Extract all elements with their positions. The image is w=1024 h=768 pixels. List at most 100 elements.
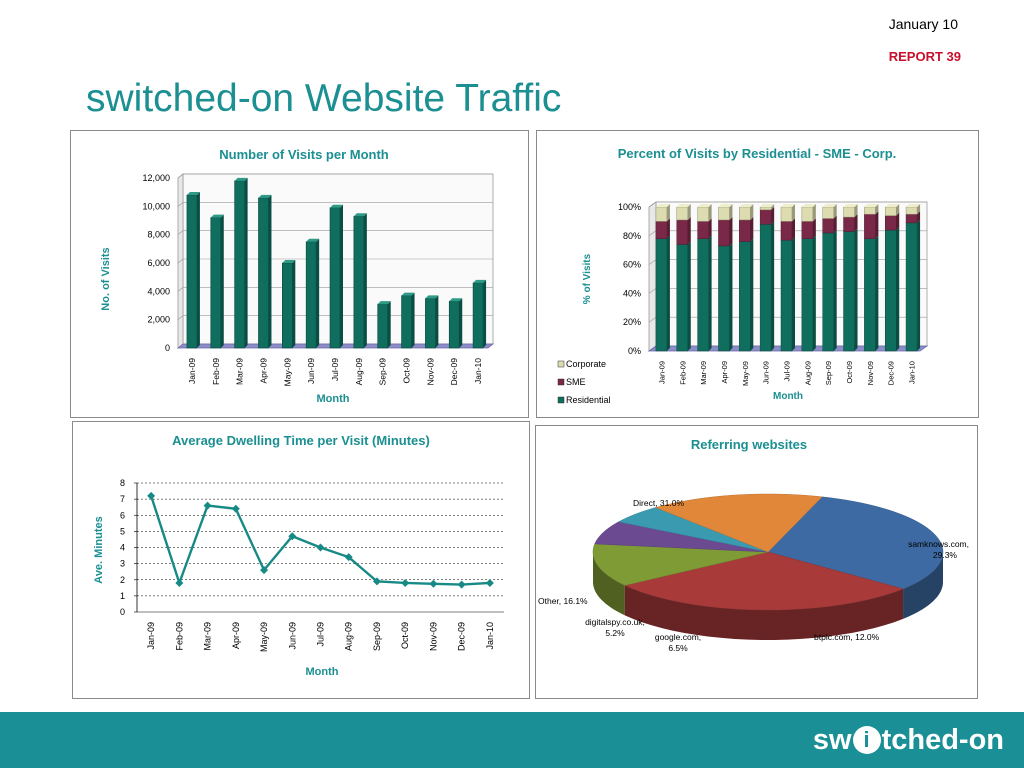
bar-top bbox=[822, 204, 837, 207]
bar-segment-residential bbox=[676, 244, 689, 352]
x-tick-label: May-09 bbox=[282, 358, 292, 387]
stacked-bar bbox=[843, 204, 858, 352]
pie-slice-side bbox=[624, 585, 904, 640]
bar-segment-sme bbox=[676, 219, 689, 245]
y-axis-label: % of Visits bbox=[582, 253, 593, 304]
x-tick-label: Jan-09 bbox=[146, 622, 156, 650]
bar-segment-sme bbox=[884, 215, 897, 231]
y-tick-label: 2,000 bbox=[147, 315, 170, 325]
y-gridline bbox=[648, 288, 657, 294]
bar-segment-side bbox=[792, 204, 795, 222]
data-point bbox=[147, 491, 156, 500]
bar-segment-side bbox=[792, 237, 795, 351]
pie-slice-btplc-com bbox=[592, 543, 769, 586]
footer-bar: sw i tched-on bbox=[0, 712, 1024, 768]
data-point bbox=[175, 578, 184, 587]
bar-segment-corporate bbox=[801, 206, 814, 222]
stacked-bar bbox=[905, 204, 921, 352]
y-tick-label: 4,000 bbox=[147, 286, 170, 296]
bar-top bbox=[401, 292, 415, 296]
bar-segment-sme bbox=[759, 209, 772, 225]
y-gridline bbox=[177, 287, 184, 292]
pie-slice-samknows-com bbox=[624, 551, 904, 611]
bar-segment-corporate bbox=[864, 206, 876, 215]
bar-segment-residential bbox=[864, 238, 876, 352]
chart-title: Number of Visits per Month bbox=[219, 147, 389, 162]
chart-title: Referring websites bbox=[691, 437, 807, 452]
bar-top bbox=[210, 214, 224, 218]
x-tick-label: Sep-09 bbox=[824, 361, 833, 385]
bar-segment-side bbox=[854, 204, 858, 218]
bar-top bbox=[885, 204, 900, 207]
x-tick-label: Aug-09 bbox=[803, 361, 812, 385]
stacked-bar bbox=[822, 204, 837, 352]
y-gridline bbox=[648, 316, 657, 323]
referring-websites-panel: Referring websites Direct, 31.0% samknows.… bbox=[535, 425, 978, 699]
data-point bbox=[401, 578, 410, 587]
y-gridline bbox=[177, 258, 184, 264]
bar-side bbox=[340, 204, 343, 348]
bar-segment-sme bbox=[739, 219, 751, 242]
bar-segment-sme bbox=[780, 221, 793, 241]
bar-segment-side bbox=[666, 218, 670, 239]
bar-segment-side bbox=[771, 206, 775, 225]
bar-segment-corporate bbox=[655, 206, 668, 222]
legend-swatch-residential bbox=[557, 396, 565, 404]
x-tick-label: Nov-09 bbox=[425, 358, 435, 386]
bar-segment-side bbox=[833, 204, 837, 219]
bar-segment-side bbox=[708, 204, 712, 222]
pie-slice-side bbox=[593, 552, 625, 616]
x-tick-label: Oct-09 bbox=[845, 361, 854, 384]
bar-side bbox=[459, 298, 463, 348]
bar-segment-residential bbox=[759, 224, 772, 352]
y-tick-label: 6 bbox=[120, 510, 125, 520]
bar-side bbox=[435, 295, 439, 348]
bar-segment-side bbox=[896, 227, 900, 351]
bar-top bbox=[282, 260, 296, 263]
bar-segment-residential bbox=[697, 238, 709, 352]
bar-segment-sme bbox=[718, 219, 730, 247]
bar bbox=[472, 279, 487, 349]
slide-title: switched-on Website Traffic bbox=[86, 77, 562, 120]
bar bbox=[377, 301, 391, 349]
bar-top bbox=[739, 204, 754, 207]
bar-segment-residential bbox=[884, 229, 897, 352]
bar-front bbox=[472, 282, 484, 349]
logo-text-right: tched-on bbox=[881, 723, 1004, 756]
x-tick-label: May-09 bbox=[259, 622, 269, 652]
pie-slice-side bbox=[903, 552, 943, 619]
bar-segment-side bbox=[729, 204, 733, 220]
y-tick-label: 0% bbox=[628, 346, 641, 356]
bar-top bbox=[258, 194, 272, 198]
x-tick-label: Jun-09 bbox=[306, 358, 316, 384]
bar-front bbox=[234, 180, 245, 349]
bar-segment-corporate bbox=[884, 206, 897, 216]
bar-segment-side bbox=[875, 204, 879, 215]
bar-segment-side bbox=[771, 221, 775, 351]
y-tick-label: 6,000 bbox=[147, 258, 170, 268]
pie-slice-direct bbox=[767, 496, 944, 590]
x-tick-label: Jan-10 bbox=[485, 622, 495, 650]
data-point bbox=[288, 532, 297, 541]
y-tick-label: 40% bbox=[623, 288, 641, 298]
y-tick-label: 20% bbox=[623, 317, 641, 327]
bar-segment-corporate bbox=[739, 206, 751, 221]
bar-front bbox=[329, 207, 341, 349]
bar-segment-corporate bbox=[759, 206, 772, 211]
bar-segment-side bbox=[875, 235, 879, 351]
bar-segment-side bbox=[729, 216, 733, 246]
y-tick-label: 4 bbox=[120, 543, 125, 553]
stacked-bar bbox=[739, 204, 754, 352]
x-tick-label: Nov-09 bbox=[866, 361, 875, 385]
bar-segment-side bbox=[896, 212, 900, 231]
bar-top bbox=[353, 213, 367, 217]
y-tick-label: 7 bbox=[120, 494, 125, 504]
pie-label: google.com, bbox=[655, 632, 701, 642]
data-point bbox=[485, 578, 494, 587]
x-tick-label: Jan-09 bbox=[187, 358, 197, 384]
bar-segment-corporate bbox=[718, 206, 730, 221]
x-tick-label: Dec-09 bbox=[887, 361, 896, 385]
bar-segment-sme bbox=[801, 221, 814, 239]
bar-segment-corporate bbox=[676, 206, 689, 221]
dwelling-time-panel: Average Dwelling Time per Visit (Minutes… bbox=[72, 421, 530, 699]
